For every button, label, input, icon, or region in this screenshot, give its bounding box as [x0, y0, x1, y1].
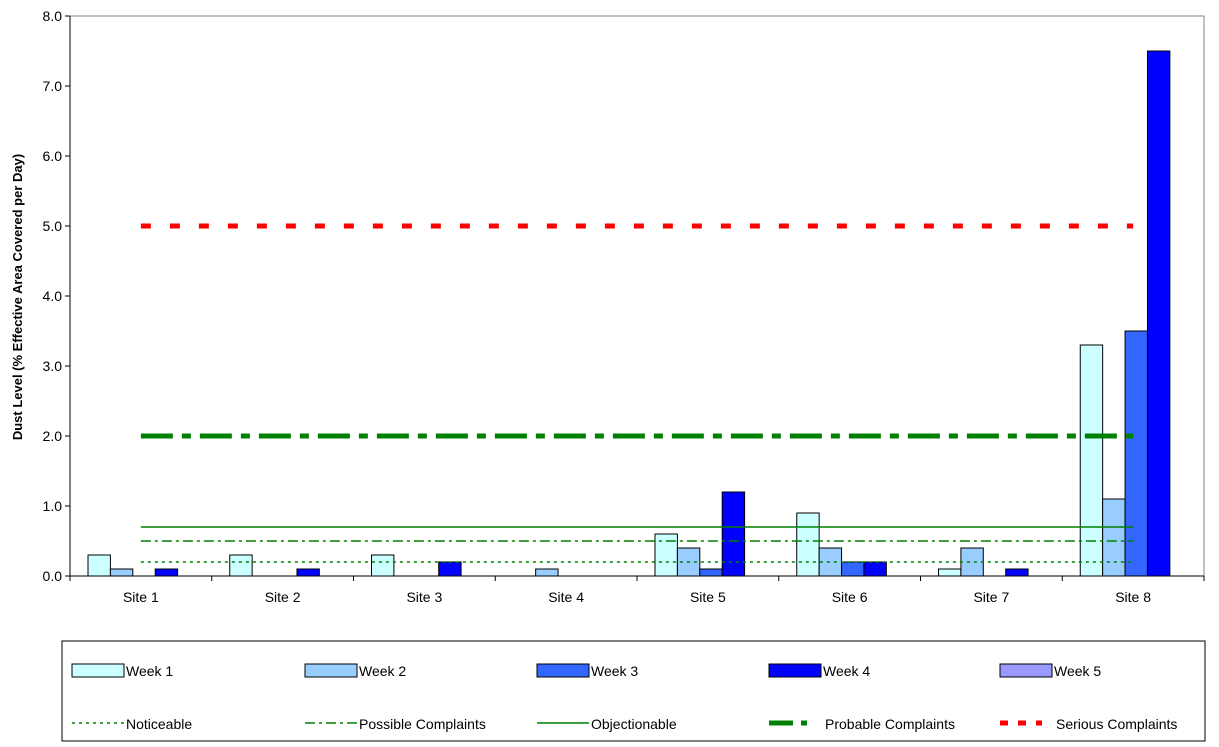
x-tick-label: Site 1 — [123, 589, 159, 605]
bar — [1102, 498, 1126, 577]
x-tick-label: Site 8 — [1115, 589, 1151, 605]
legend-swatch — [304, 663, 358, 678]
plot-frame — [69, 15, 1205, 577]
bar — [1146, 50, 1171, 577]
x-tick-label: Site 5 — [690, 589, 726, 605]
legend-label: Week 1 — [126, 663, 173, 679]
legend-swatch — [536, 663, 590, 678]
bar — [371, 554, 395, 577]
plot-area — [69, 15, 1205, 577]
y-tick-label: 4.0 — [43, 288, 63, 304]
y-tick-label: 6.0 — [43, 148, 63, 164]
legend-label: Week 2 — [359, 663, 406, 679]
x-tick-label: Site 4 — [548, 589, 584, 605]
y-tick-label: 1.0 — [43, 498, 63, 514]
legend-label: Week 5 — [1054, 663, 1101, 679]
legend-label: Possible Complaints — [359, 716, 486, 732]
bar — [721, 491, 746, 577]
x-tick-label: Site 3 — [406, 589, 442, 605]
x-axis: Site 1 Site 2 Site 3 Site 4 Site 5 Site 6 Site… — [69, 575, 1205, 605]
bar — [863, 561, 887, 577]
y-tick-label: 5.0 — [43, 218, 63, 234]
legend-label: Noticeable — [126, 716, 192, 732]
legend-box — [61, 640, 1206, 742]
y-tick-label: 0.0 — [43, 568, 63, 584]
legend-swatch — [999, 663, 1053, 678]
legend-label: Objectionable — [591, 716, 677, 732]
bar — [841, 561, 865, 577]
bar — [796, 512, 820, 577]
bar — [154, 568, 179, 577]
bar — [1005, 568, 1029, 577]
bar — [960, 547, 984, 577]
y-axis: 0.0 1.0 2.0 3.0 4.0 5.0 6.0 7.0 8.0 — [43, 8, 71, 584]
legend-label: Probable Complaints — [825, 716, 955, 732]
y-tick-label: 7.0 — [43, 78, 63, 94]
legend-swatch — [768, 663, 822, 678]
x-tick-label: Site 2 — [265, 589, 301, 605]
y-tick-label: 3.0 — [43, 358, 63, 374]
bar — [535, 568, 559, 577]
bar — [109, 568, 134, 577]
legend-label: Serious Complaints — [1056, 716, 1177, 732]
legend-label: Week 3 — [591, 663, 638, 679]
legend: Week 1 Week 2 Week 3 Week 4 Week 5 Noticeable… — [61, 640, 1206, 742]
y-tick-label: 2.0 — [43, 428, 63, 444]
x-tick-label: Site 7 — [973, 589, 1009, 605]
bar — [1124, 330, 1148, 577]
legend-label: Week 4 — [823, 663, 870, 679]
bar — [938, 568, 962, 577]
legend-swatch — [71, 663, 125, 678]
bar — [87, 554, 111, 577]
bar — [699, 568, 723, 577]
bar — [438, 561, 462, 577]
y-axis-label: Dust Level (% Effective Area Covered per… — [10, 154, 25, 440]
bar — [296, 568, 320, 577]
bar — [229, 554, 253, 577]
x-tick-label: Site 6 — [832, 589, 868, 605]
y-tick-label: 8.0 — [43, 8, 63, 24]
